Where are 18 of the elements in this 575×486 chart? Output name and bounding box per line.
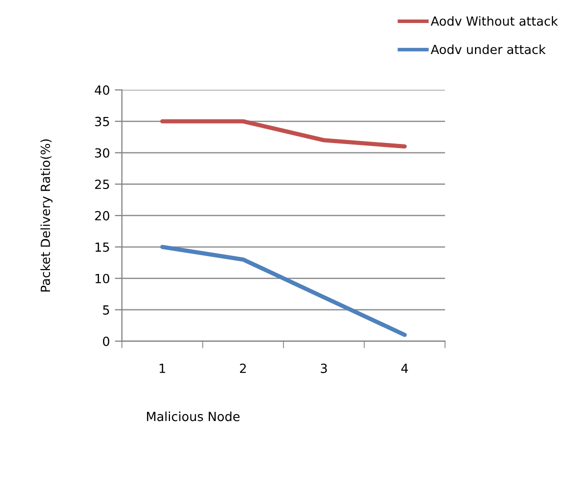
x-tick-label: 3 <box>320 364 327 374</box>
x-tick-label: 1 <box>160 364 166 373</box>
line-series <box>160 244 407 337</box>
legend-label: Aodv Without attack <box>430 16 558 26</box>
y-tick-label: 0 <box>102 336 110 346</box>
y-tick-label: 10 <box>96 274 110 284</box>
x-axis-title: Malicious Node <box>147 412 240 422</box>
y-tick-label: 15 <box>96 242 109 252</box>
y-tick-label: 5 <box>103 305 110 315</box>
y-tick-label: 40 <box>94 85 110 95</box>
legend-label: Aodv under attack <box>430 44 546 54</box>
y-tick-label: 30 <box>95 148 110 158</box>
x-tick-label: 4 <box>401 364 408 373</box>
y-tick-label: 25 <box>95 180 109 190</box>
x-tick-label: 2 <box>240 364 246 373</box>
y-axis-title: Packet Delivery Ratio(%) <box>40 139 53 292</box>
y-tick-label: 35 <box>95 116 109 126</box>
y-tick-label: 20 <box>95 211 110 220</box>
